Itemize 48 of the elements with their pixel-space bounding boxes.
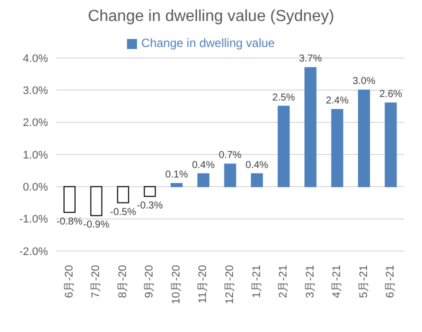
x-tick-label: 6月-21 [384,265,397,298]
bar [358,90,370,188]
data-label: 2.4% [326,95,349,106]
bar [144,186,156,197]
data-label: -0.9% [83,220,110,231]
data-label: 3.7% [299,54,322,65]
bar [304,67,316,188]
y-tick-label: 4.0% [22,52,48,65]
x-tick-label: 6月-20 [63,265,76,298]
x-tick-label: 7月-20 [90,265,102,298]
x-tick-label: 4月-21 [331,265,344,298]
x-tick-label: 2月-21 [278,265,290,298]
x-tick-label: 8月-20 [116,265,129,298]
x-tick-label: 10月-20 [170,265,182,304]
y-tick-label: 2.0% [22,117,48,130]
bar [170,182,183,188]
x-tick-label: 9月-20 [144,265,156,298]
y-tick-label: 3.0% [22,85,48,98]
data-label: -0.3% [136,200,164,212]
data-label: 0.1% [165,169,188,180]
bar [278,106,290,188]
data-label: 0.4% [246,160,268,171]
y-tick-label: -1.0% [19,214,48,226]
data-label: -0.5% [110,206,136,218]
data-label: 2.6% [379,89,402,100]
chart-title: Change in dwelling value (Sydney) [86,8,336,26]
data-label: 3.0% [352,76,376,88]
bar [197,173,210,188]
y-tick-label: -2.0% [19,246,48,258]
bar [117,186,130,204]
data-label: 0.7% [218,150,242,162]
legend-label: Change in dwelling value [141,36,275,50]
y-tick-label: 1.0% [22,149,48,162]
bar [384,102,397,188]
bar [331,108,344,188]
x-tick-label: 5月-21 [358,265,370,298]
data-label: -0.8% [56,216,83,228]
bar [64,186,76,213]
x-tick-label: 3月-21 [304,265,316,298]
bar [90,186,102,216]
bar [250,173,263,188]
x-tick-label: 11月-20 [197,265,210,304]
x-tick-label: 1月-21 [250,265,263,298]
bar [224,164,236,188]
y-tick-label: 0.0% [22,182,48,194]
data-label: 2.5% [272,92,296,104]
x-tick-label: 12月-20 [224,265,236,304]
data-label: 0.4% [192,160,215,171]
